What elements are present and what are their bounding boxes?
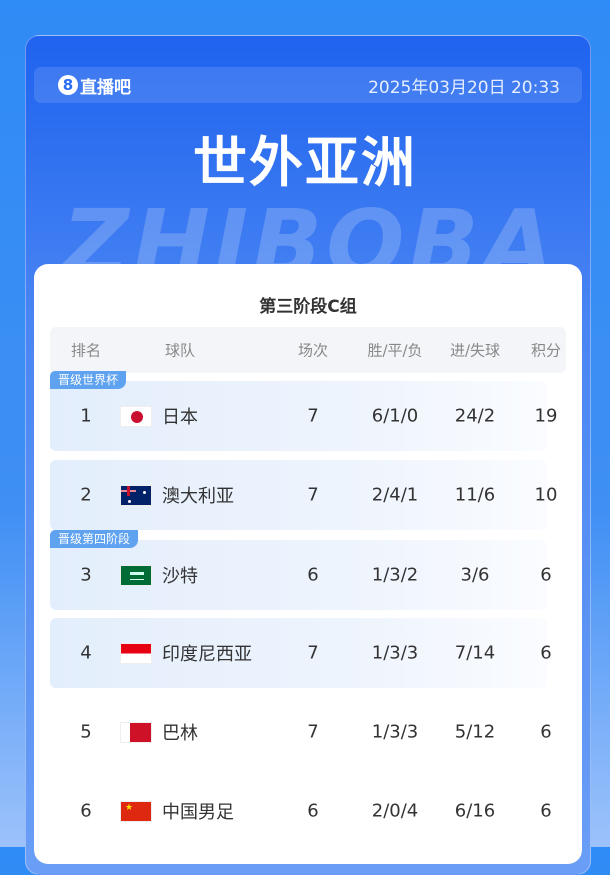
team-name: 巴林 — [162, 723, 198, 744]
played: 7 — [307, 405, 319, 427]
rank: 3 — [80, 564, 92, 586]
team: 澳大利亚 — [120, 482, 310, 508]
group-title: 第三阶段C组 — [259, 297, 357, 317]
brand-name: 直播吧 — [80, 77, 131, 98]
goals: 11/6 — [454, 484, 496, 506]
team: 巴林 — [120, 719, 310, 745]
col-played: 场次 — [297, 341, 328, 360]
played: 6 — [307, 800, 319, 822]
table-row: 晋级世界杯 1 日本 7 6/1/0 24/2 19 — [50, 371, 557, 451]
table-row: 晋级第四阶段 3 沙特 6 1/3/2 3/6 6 — [50, 530, 552, 610]
table-row: 6 ★ 中国男足 6 2/0/4 6/16 6 — [50, 776, 552, 846]
col-wdl: 胜/平/负 — [367, 341, 423, 360]
brand-logo: 8 直播吧 — [58, 73, 131, 98]
japan-flag-icon — [120, 405, 152, 427]
played: 7 — [307, 721, 319, 743]
table-header: 排名 球队 场次 胜/平/负 进/失球 积分 — [50, 327, 566, 373]
rank: 1 — [80, 405, 92, 427]
points: 19 — [534, 405, 558, 427]
page-title: 世外亚洲 — [193, 131, 417, 194]
table-row: 2 澳大利亚 7 2/4/1 11/6 10 — [50, 460, 557, 530]
team-name: 日本 — [162, 407, 198, 428]
table-row: 4 印度尼西亚 7 1/3/3 7/14 6 — [50, 618, 552, 688]
team-name: 印度尼西亚 — [162, 644, 252, 665]
col-goals: 进/失球 — [449, 341, 501, 360]
team-name: 沙特 — [162, 566, 198, 587]
bahrain-flag-icon — [120, 721, 152, 743]
points: 6 — [540, 800, 552, 822]
team-name: 澳大利亚 — [162, 486, 234, 507]
rank: 5 — [80, 721, 92, 743]
col-points: 积分 — [530, 341, 561, 360]
col-team: 球队 — [165, 341, 196, 360]
qualification-tag: 晋级世界杯 — [50, 371, 127, 389]
col-rank: 排名 — [70, 341, 101, 360]
wdl: 2/0/4 — [371, 800, 419, 822]
points: 6 — [540, 721, 552, 743]
points: 10 — [534, 484, 558, 506]
logo-icon: 8 — [58, 75, 78, 95]
indonesia-flag-icon — [120, 642, 152, 664]
china-flag-icon: ★ — [120, 800, 152, 822]
team-name: 中国男足 — [162, 802, 234, 823]
wdl: 1/3/2 — [371, 564, 419, 586]
standings-card: 第三阶段C组 排名 球队 场次 胜/平/负 进/失球 积分 晋级世界杯 1 日本 … — [34, 264, 582, 864]
wdl: 1/3/3 — [371, 721, 419, 743]
goals: 6/16 — [454, 800, 496, 822]
goals: 3/6 — [460, 564, 490, 586]
top-bar: 8 直播吧 2025年03月20日 20:33 — [34, 67, 582, 103]
team: ★ 中国男足 — [120, 798, 310, 824]
rank: 2 — [80, 484, 92, 506]
qualification-tag: 晋级第四阶段 — [50, 530, 139, 548]
team: 日本 — [120, 403, 310, 429]
played: 7 — [307, 642, 319, 664]
wdl: 1/3/3 — [371, 642, 419, 664]
played: 7 — [307, 484, 319, 506]
rank: 6 — [80, 800, 92, 822]
team: 沙特 — [120, 562, 310, 588]
goals: 7/14 — [454, 642, 496, 664]
australia-flag-icon — [120, 484, 152, 506]
goals: 5/12 — [454, 721, 496, 743]
points: 6 — [540, 564, 552, 586]
datetime: 2025年03月20日 20:33 — [368, 77, 560, 98]
goals: 24/2 — [454, 405, 496, 427]
watermark: ZHIBOBA — [62, 190, 558, 265]
team: 印度尼西亚 — [120, 640, 310, 666]
wdl: 6/1/0 — [371, 405, 419, 427]
table-row: 5 巴林 7 1/3/3 5/12 6 — [50, 697, 552, 767]
saudi-arabia-flag-icon — [120, 564, 152, 586]
points: 6 — [540, 642, 552, 664]
wdl: 2/4/1 — [371, 484, 419, 506]
played: 6 — [307, 564, 319, 586]
rank: 4 — [80, 642, 92, 664]
